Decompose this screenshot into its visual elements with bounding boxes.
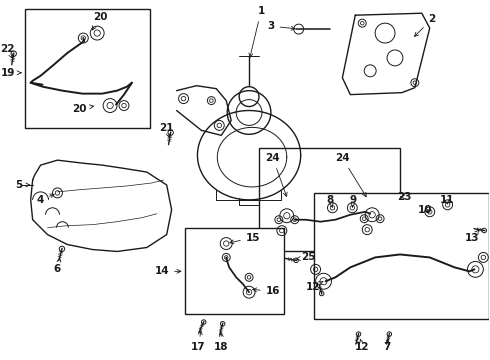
Text: 15: 15 [230, 233, 260, 244]
Text: 21: 21 [159, 123, 174, 138]
Text: 24: 24 [335, 153, 366, 197]
Text: 18: 18 [214, 333, 228, 352]
Text: 10: 10 [417, 205, 432, 215]
Text: 20: 20 [72, 104, 94, 113]
Text: 7: 7 [383, 339, 391, 352]
Bar [24, 9, 150, 129]
Text: 2: 2 [415, 14, 435, 36]
Text: 17: 17 [191, 330, 206, 352]
Bar [259, 148, 400, 252]
Text: 16: 16 [253, 286, 280, 296]
Text: 12: 12 [355, 339, 369, 352]
Text: 1: 1 [249, 6, 265, 57]
Text: 20: 20 [92, 12, 107, 30]
Text: 25: 25 [296, 252, 316, 262]
Text: 9: 9 [350, 195, 357, 208]
Text: 6: 6 [54, 258, 61, 274]
Bar [185, 228, 284, 314]
Text: 19: 19 [0, 68, 21, 78]
Text: 14: 14 [154, 266, 181, 276]
Text: 22: 22 [0, 44, 15, 58]
Bar [314, 193, 490, 319]
Text: 5: 5 [15, 180, 30, 190]
Text: 3: 3 [267, 21, 295, 31]
Text: 8: 8 [327, 195, 334, 208]
Text: 11: 11 [440, 195, 454, 205]
Text: 4: 4 [37, 194, 54, 205]
Text: 24: 24 [266, 153, 287, 196]
Text: 23: 23 [397, 192, 411, 202]
Text: 13: 13 [465, 230, 480, 243]
Text: 12: 12 [305, 282, 323, 292]
